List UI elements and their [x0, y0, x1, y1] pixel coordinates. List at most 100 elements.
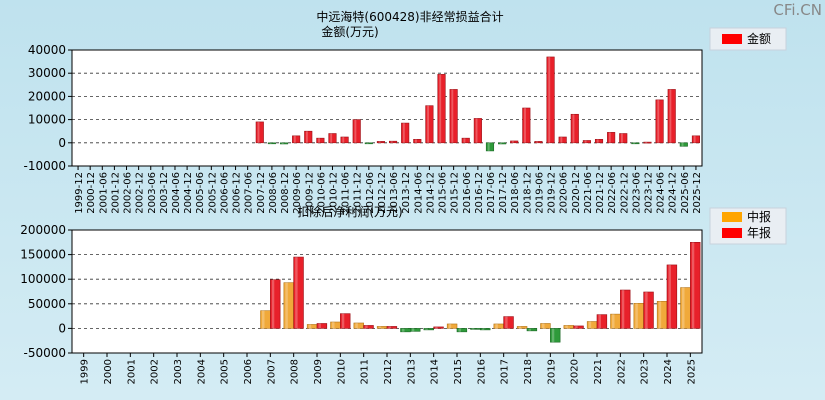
chart2-plot-area [72, 230, 702, 353]
bar [582, 140, 591, 144]
chart2-title: 扣除后净利润(万元) [297, 204, 402, 219]
chart2: 扣除后净利润(万元) 中报 年报 200000 150000 100000 50000… [20, 204, 787, 384]
bar-highlight [596, 139, 599, 143]
chart1-legend-swatch-0 [722, 34, 742, 44]
bar-interim [586, 321, 598, 329]
bar [691, 135, 700, 144]
bar-highlight [658, 301, 662, 329]
x-tick-label: 2012 [383, 359, 394, 384]
bar-annual [410, 328, 421, 332]
x-tick-label: 2010-06 [316, 172, 327, 214]
bar-highlight [487, 142, 490, 151]
bar-highlight [548, 56, 551, 143]
x-tick-label: 2000 [103, 359, 114, 384]
bar-highlight [402, 328, 405, 332]
bar-annual [503, 316, 514, 329]
bar-interim [493, 323, 504, 329]
bar-highlight [635, 303, 638, 329]
x-tick-label: 2018-12 [522, 172, 533, 214]
x-tick-label: 2025-06 [680, 172, 691, 214]
y-tick-label: 100000 [20, 272, 66, 286]
bar-highlight [669, 89, 672, 143]
x-tick-label: 2005-12 [207, 172, 218, 214]
chart2-legend-label-0: 中报 [747, 209, 771, 224]
bar-highlight [475, 118, 478, 143]
bar-highlight [293, 135, 296, 143]
y-tick-label: -10000 [23, 159, 66, 173]
bar-annual [386, 326, 398, 329]
bar-highlight [402, 123, 405, 143]
bar-annual [666, 264, 678, 329]
bar-highlight [415, 139, 417, 143]
bar [534, 141, 543, 144]
bar [498, 142, 507, 145]
bar-highlight [308, 324, 312, 329]
bar-highlight [536, 141, 539, 143]
bar-highlight [435, 326, 438, 329]
chart1-xaxis: 1999-12 2000-12 2001-06 2001-12 2002-06 2002-… [74, 166, 703, 214]
x-tick-label: 2014 [430, 359, 441, 384]
x-tick-label: 2004 [196, 359, 207, 384]
bar-highlight [378, 326, 382, 329]
x-tick-label: 2009-06 [292, 172, 303, 214]
bar [413, 139, 422, 144]
x-tick-label: 2005 [220, 359, 231, 384]
bar [340, 136, 349, 144]
x-tick-label: 2008-06 [268, 172, 279, 214]
bar-highlight [411, 328, 415, 332]
chart1-title: 中远海特(600428)非经常损益合计 [316, 9, 503, 24]
bar-highlight [281, 142, 284, 144]
bar [631, 142, 640, 145]
bar-highlight [365, 325, 368, 329]
x-tick-label: 2003 [173, 359, 184, 384]
x-tick-label: 2018 [523, 359, 534, 384]
x-tick-label: 2017-06 [486, 172, 497, 214]
bar-annual [316, 323, 328, 329]
bar-highlight [645, 291, 648, 329]
watermark: CFi.CN [773, 1, 822, 19]
x-tick-label: 2021-12 [595, 172, 606, 214]
x-tick-label: 2000-12 [86, 172, 97, 214]
x-tick-label: 2014-06 [413, 172, 424, 214]
chart2-bars [260, 242, 701, 343]
x-tick-label: 2006-12 [232, 172, 243, 214]
bar [449, 89, 458, 144]
bar-highlight [330, 133, 333, 143]
x-tick-label: 2015 [453, 359, 464, 384]
x-tick-label: 2014-12 [425, 172, 436, 214]
x-tick-label: 2009 [313, 359, 324, 384]
x-tick-label: 2003-12 [159, 172, 170, 214]
chart1-bars [255, 56, 700, 152]
bar-highlight [565, 325, 568, 329]
x-tick-label: 2022-12 [619, 172, 630, 214]
bar-highlight [633, 142, 635, 144]
bar [522, 107, 531, 144]
bar-highlight [511, 140, 514, 143]
bar-highlight [257, 121, 260, 143]
chart1-plot-area [72, 50, 702, 166]
bar [655, 99, 664, 144]
bar-annual [526, 328, 538, 332]
x-tick-label: 2005-06 [195, 172, 206, 214]
x-tick-label: 2022-06 [607, 172, 618, 214]
chart1-plot-border [71, 49, 703, 167]
y-tick-label: 150000 [20, 248, 66, 262]
bar-highlight [495, 323, 498, 329]
x-tick-label: 2001-12 [110, 172, 121, 214]
x-tick-label: 2021-06 [583, 172, 594, 214]
x-tick-label: 2007 [266, 359, 277, 384]
bar-highlight [505, 316, 508, 329]
bar-highlight [451, 89, 454, 143]
y-tick-label: 200000 [20, 223, 66, 237]
x-tick-label: 2024-12 [668, 172, 679, 214]
bar-interim [516, 326, 528, 329]
bar-interim [610, 313, 621, 329]
chart2-yaxis: 200000 150000 100000 50000 0 -50000 [20, 223, 72, 360]
bar-highlight [271, 279, 275, 329]
bar-highlight [608, 132, 611, 143]
bar-highlight [551, 328, 555, 343]
bar [267, 142, 276, 145]
bar [510, 140, 519, 144]
x-tick-label: 2013-12 [401, 172, 412, 214]
x-tick-label: 2004-12 [183, 172, 194, 214]
